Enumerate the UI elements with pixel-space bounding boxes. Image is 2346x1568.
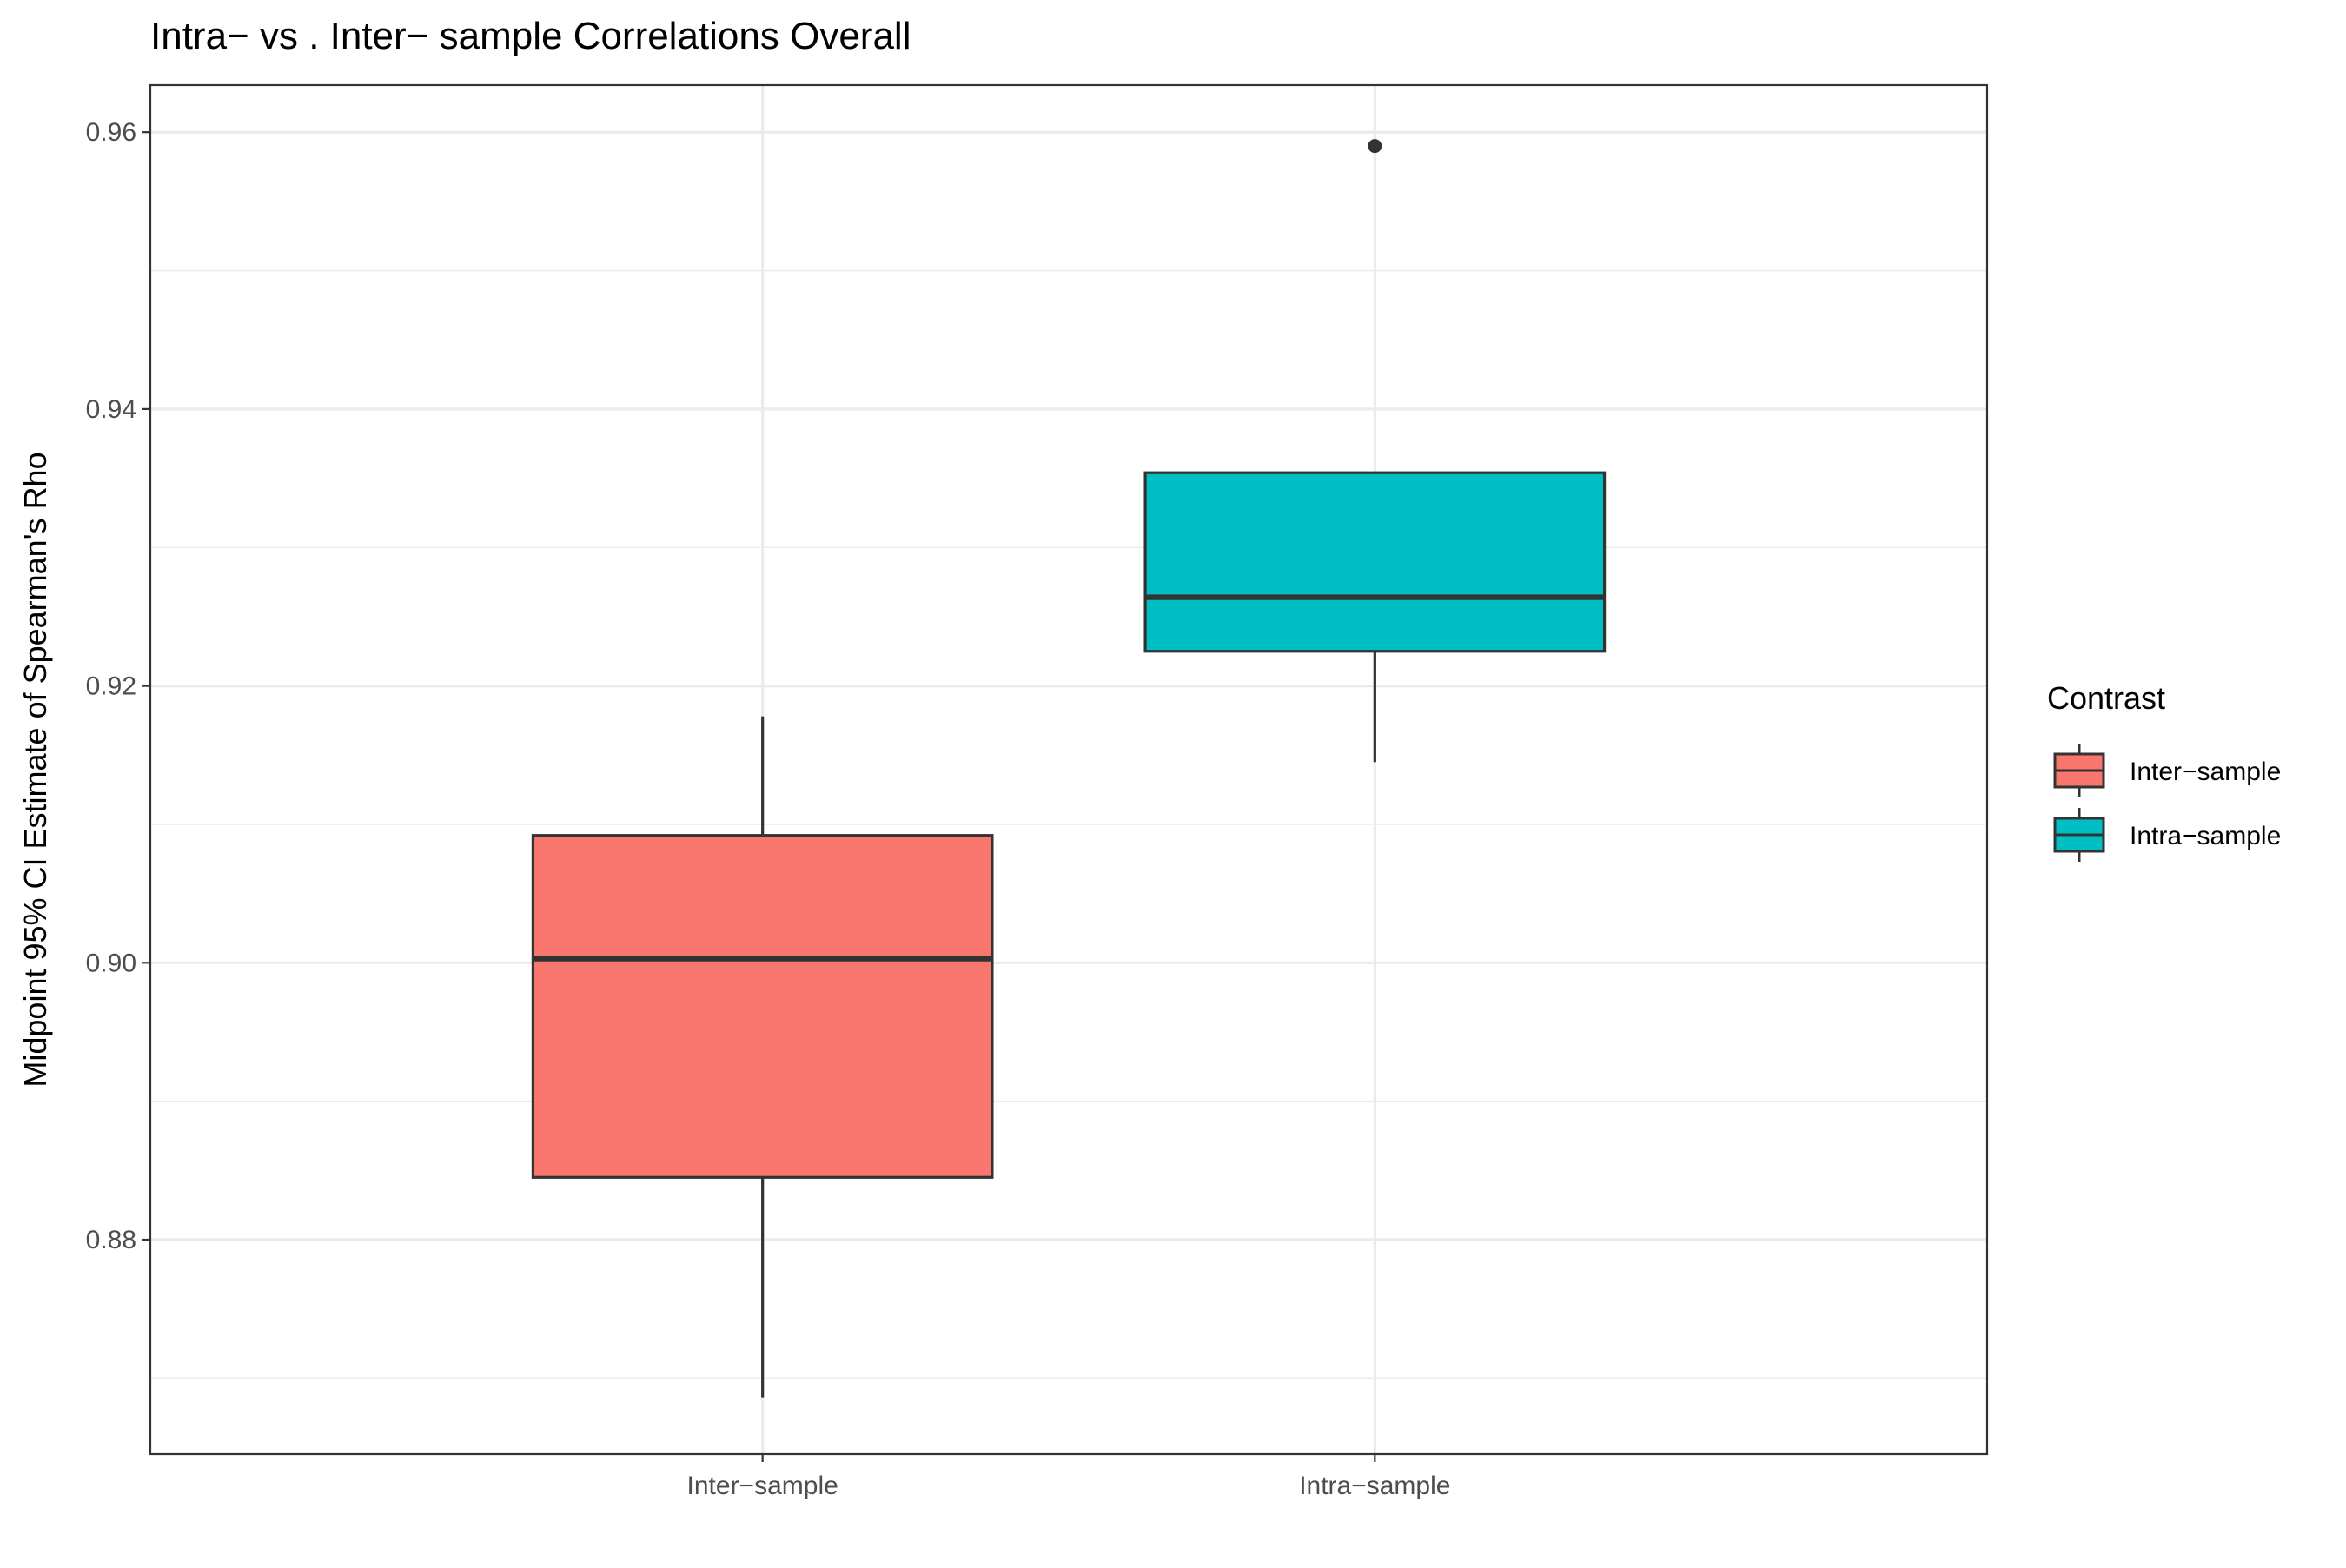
legend-label: Inter−sample bbox=[2130, 758, 2281, 786]
box-iqr bbox=[1143, 471, 1607, 653]
outlier-point bbox=[1368, 139, 1382, 154]
y-axis-title: Midpoint 95% CI Estimate of Spearman's R… bbox=[17, 452, 53, 1087]
chart-title: Intra− vs . Inter− sample Correlations O… bbox=[150, 15, 911, 57]
x-axis: Inter−sample Intra−sample bbox=[687, 1454, 1450, 1500]
legend-title: Contrast bbox=[2047, 680, 2165, 716]
y-axis: 0.88 0.90 0.92 0.94 0.96 bbox=[86, 118, 150, 1254]
x-tick-label: Inter−sample bbox=[687, 1472, 838, 1500]
legend-item: Intra−sample bbox=[2053, 808, 2281, 862]
legend: Contrast Inter−sample Intra−sample bbox=[2047, 680, 2281, 862]
y-tick-label: 0.92 bbox=[86, 672, 136, 701]
x-tick-label: Intra−sample bbox=[1299, 1472, 1450, 1500]
y-tick-label: 0.90 bbox=[86, 949, 136, 977]
grid-lines bbox=[150, 85, 1987, 1454]
box-iqr bbox=[531, 834, 994, 1179]
legend-item: Inter−sample bbox=[2053, 744, 2281, 797]
y-tick-label: 0.96 bbox=[86, 118, 136, 147]
y-tick-label: 0.88 bbox=[86, 1226, 136, 1254]
box-series bbox=[531, 139, 1607, 1398]
box-group bbox=[1143, 139, 1607, 763]
box-group bbox=[531, 716, 994, 1398]
y-tick-label: 0.94 bbox=[86, 395, 136, 424]
legend-label: Intra−sample bbox=[2130, 822, 2281, 850]
plot-panel-border bbox=[149, 83, 1989, 1456]
